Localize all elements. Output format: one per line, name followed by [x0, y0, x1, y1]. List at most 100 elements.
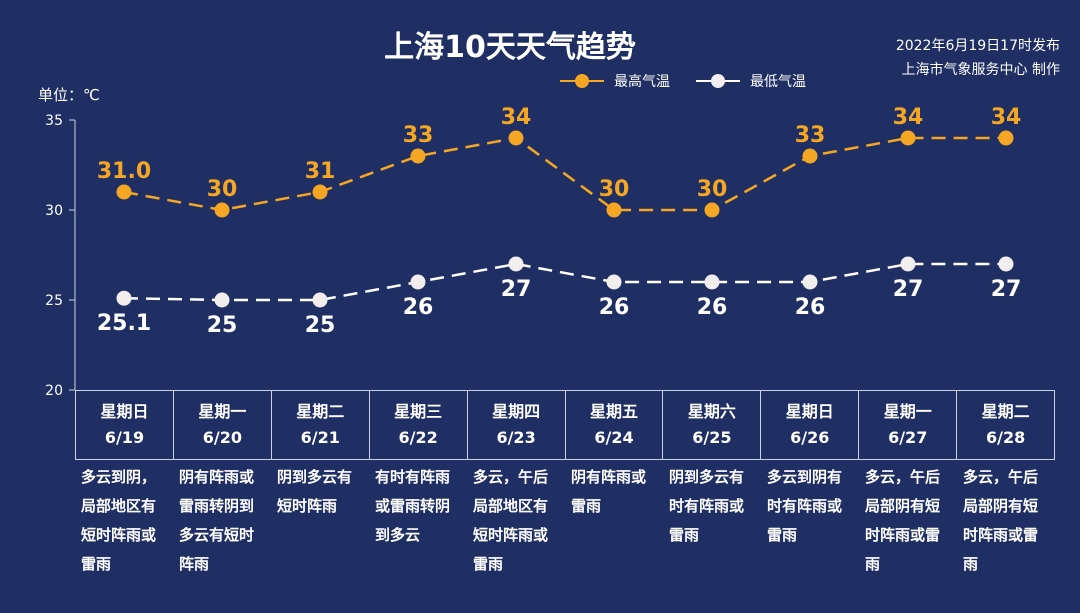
low-temp-point — [900, 256, 916, 272]
day-date: 6/25 — [692, 428, 732, 447]
high-temp-point — [704, 202, 720, 218]
day-date: 6/28 — [985, 428, 1026, 447]
low-temp-label: 25 — [305, 313, 336, 338]
legend: 最高气温 最低气温 — [560, 70, 832, 92]
day-weekday: 星期日 — [785, 402, 834, 421]
legend-item-high: 最高气温 — [560, 71, 670, 91]
day-cell: 星期一 6/27 — [859, 391, 958, 459]
day-date: 6/26 — [790, 428, 830, 447]
high-temp-label: 34 — [893, 105, 924, 130]
y-tick-label: 35 — [45, 113, 63, 129]
high-temp-point — [312, 184, 328, 200]
day-cell: 星期日 6/19 — [76, 391, 174, 459]
day-cell: 星期四 6/23 — [468, 391, 566, 459]
day-weekday: 星期六 — [687, 402, 736, 421]
high-temp-line — [123, 136, 1006, 212]
day-date: 6/20 — [202, 428, 242, 447]
high-temp-label: 34 — [501, 105, 532, 130]
low-temp-label: 26 — [697, 295, 728, 320]
high-temp-point — [410, 148, 426, 164]
day-date: 6/27 — [888, 428, 928, 447]
day-date: 6/22 — [398, 428, 438, 447]
legend-label-high: 最高气温 — [614, 74, 670, 90]
high-temp-label: 34 — [991, 105, 1022, 130]
day-description: 有时有阵雨或雷雨转阴到多云 — [375, 468, 451, 544]
day-date: 6/21 — [300, 428, 340, 447]
low-temp-point — [802, 274, 818, 290]
day-description: 多云到阴有时有阵雨或雷雨 — [767, 468, 843, 544]
low-temp-label: 25 — [207, 313, 238, 338]
day-cell: 星期日 6/26 — [761, 391, 860, 459]
legend-label-low: 最低气温 — [750, 74, 806, 90]
day-weekday: 星期二 — [981, 402, 1030, 421]
publish-info: 2022年6月19日17时发布 上海市气象服务中心 制作 — [896, 34, 1060, 82]
day-date: 6/19 — [104, 428, 145, 447]
day-header-row: 星期日 6/19 星期一 6/20 星期二 6/21 星期三 6/22 星期四 6/23 星期五 6/… — [75, 390, 1055, 460]
day-description: 多云，午后局部地区有短时阵雨或雷雨 — [473, 468, 549, 573]
y-tick-label: 20 — [45, 383, 63, 399]
low-temp-line — [123, 262, 1006, 302]
chart-title: 上海10天天气趋势 — [384, 30, 636, 65]
low-temp-point — [606, 274, 622, 290]
y-tick-label: 25 — [45, 293, 63, 309]
high-temp-point — [116, 184, 132, 200]
day-weekday: 星期一 — [883, 402, 932, 421]
day-description: 阴到多云有时有阵雨或雷雨 — [669, 468, 745, 544]
day-weekday: 星期一 — [198, 402, 247, 421]
publish-time: 2022年6月19日17时发布 — [895, 38, 1060, 54]
high-temp-point — [998, 130, 1014, 146]
high-temp-label: 30 — [207, 177, 238, 202]
day-cell: 星期六 6/25 — [663, 391, 762, 459]
day-weekday: 星期五 — [589, 402, 638, 421]
high-temp-label: 30 — [697, 177, 728, 202]
low-temp-point — [312, 292, 328, 308]
day-cell: 星期二 6/28 — [957, 391, 1054, 459]
high-temp-label: 30 — [599, 177, 630, 202]
high-temp-point — [802, 148, 818, 164]
legend-swatch-high — [560, 73, 604, 89]
weather-description-row: 多云到阴，局部地区有短时阵雨或雷雨 阴有阵雨或雷雨转阴到多云有短时阵雨 阴到多云有短… — [75, 463, 1055, 579]
day-description: 阴到多云有短时阵雨 — [277, 468, 353, 515]
low-temp-point — [214, 292, 230, 308]
day-weekday: 星期二 — [296, 402, 345, 421]
day-weekday: 星期三 — [394, 402, 443, 421]
day-description: 阴有阵雨或雷雨 — [571, 468, 647, 515]
day-cell: 星期五 6/24 — [566, 391, 664, 459]
day-weekday: 星期日 — [100, 402, 149, 421]
high-temp-point — [900, 130, 916, 146]
low-temp-label: 26 — [403, 295, 434, 320]
unit-label: 单位：℃ — [38, 86, 100, 104]
day-description: 多云，午后局部阴有短时阵雨或雷雨 — [963, 468, 1039, 573]
day-description: 阴有阵雨或雷雨转阴到多云有短时阵雨 — [179, 468, 255, 573]
high-temp-label: 33 — [795, 123, 826, 148]
y-tick-label: 30 — [45, 203, 63, 219]
high-temp-label: 31.0 — [97, 159, 151, 184]
high-temp-label: 31 — [305, 159, 336, 184]
day-description: 多云，午后局部阴有短时阵雨或雷雨 — [865, 468, 941, 573]
low-temp-label: 27 — [893, 277, 924, 302]
publisher: 上海市气象服务中心 制作 — [901, 62, 1060, 78]
low-temp-point — [410, 274, 426, 290]
day-cell: 星期二 6/21 — [272, 391, 370, 459]
low-temp-point — [704, 274, 720, 290]
high-temp-point — [606, 202, 622, 218]
day-date: 6/24 — [594, 428, 634, 447]
high-temp-point — [214, 202, 230, 218]
low-temp-label: 25.1 — [97, 311, 151, 336]
legend-swatch-low — [696, 73, 740, 89]
legend-item-low: 最低气温 — [696, 71, 806, 91]
day-date: 6/23 — [496, 428, 536, 447]
day-cell: 星期三 6/22 — [370, 391, 468, 459]
high-temp-label: 33 — [403, 123, 434, 148]
low-temp-label: 26 — [599, 295, 630, 320]
low-temp-point — [508, 256, 524, 272]
day-cell: 星期一 6/20 — [174, 391, 272, 459]
low-temp-label: 27 — [991, 277, 1022, 302]
day-weekday: 星期四 — [492, 402, 541, 421]
high-temp-point — [508, 130, 524, 146]
low-temp-label: 26 — [795, 295, 826, 320]
low-temp-point — [116, 290, 132, 306]
low-temp-point — [998, 256, 1014, 272]
day-description: 多云到阴，局部地区有短时阵雨或雷雨 — [81, 468, 157, 573]
